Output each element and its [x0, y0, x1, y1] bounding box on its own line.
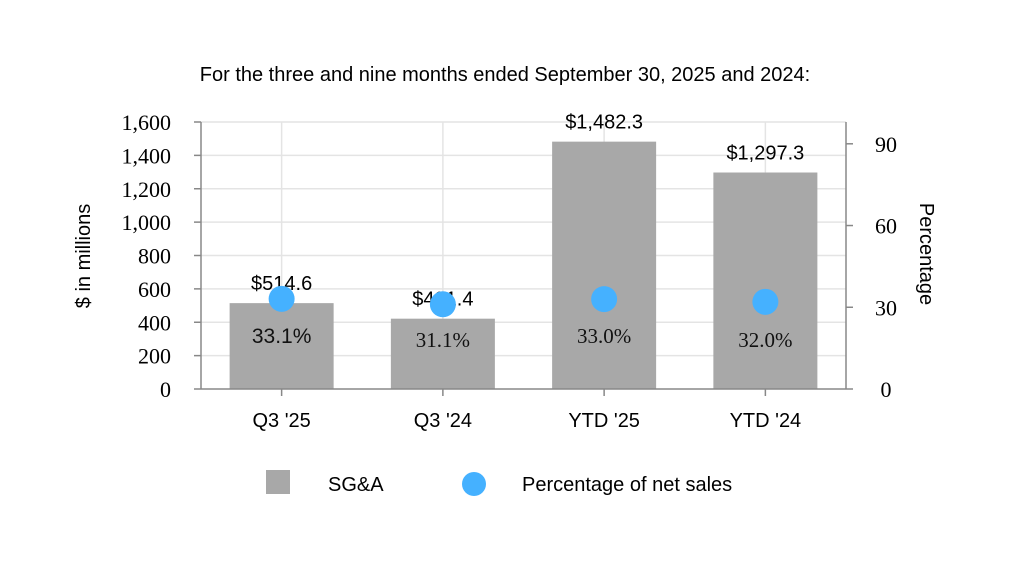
bar-2: [390, 318, 495, 389]
percentage-label: 33.1%: [252, 325, 312, 348]
legend: SG&A Percentage of net sales: [266, 470, 732, 496]
legend-swatch-sga: [266, 470, 290, 494]
percentage-label: 31.1%: [416, 328, 470, 352]
y-tick-label: 1,000: [122, 210, 172, 235]
y2-tick-label: 90: [875, 132, 897, 157]
x-tick-label: YTD '25: [568, 410, 640, 432]
percentage-label: 33.0%: [577, 324, 631, 348]
x-tick-label: YTD '24: [730, 410, 802, 432]
percentage-dot-2: [429, 291, 456, 318]
bar-1: [229, 303, 334, 389]
bar-series: [229, 141, 818, 389]
y2-tick-label: 30: [875, 295, 897, 320]
legend-swatch-percentage: [462, 472, 486, 496]
legend-label-sga: SG&A: [328, 474, 384, 496]
bar-4: [713, 172, 818, 389]
bar-value-label: $1,482.3: [565, 112, 643, 134]
chart-title: For the three and nine months ended Sept…: [200, 64, 810, 86]
y-tick-label: 400: [138, 310, 171, 335]
percentage-label: 32.0%: [738, 328, 792, 352]
y-tick-label: 1,600: [122, 110, 172, 135]
data-labels: $514.6$421.4$1,482.3$1,297.333.1%31.1%33…: [251, 112, 804, 352]
y-tick-label: 1,200: [122, 177, 172, 202]
bar-3: [552, 141, 657, 389]
percentage-dot-3: [591, 286, 618, 313]
y2-tick-label: 60: [875, 214, 897, 239]
y-tick-label: 1,400: [122, 143, 172, 168]
x-tick-label: Q3 '24: [414, 410, 472, 432]
y-tick-label: 800: [138, 244, 171, 269]
axes: 0 200 400 600 800 1,000 1,200 1,400 1,600 0 30 60 90…: [122, 110, 898, 432]
bar-value-label: $514.6: [251, 273, 312, 295]
y2-tick-label: 0: [881, 377, 892, 402]
percentage-dot-1: [268, 285, 295, 312]
legend-label-percentage: Percentage of net sales: [522, 474, 732, 496]
y-tick-label: 600: [138, 277, 171, 302]
y-axis-label: $ in millions: [73, 204, 95, 308]
percentage-dot-4: [752, 288, 779, 315]
x-tick-label: Q3 '25: [252, 410, 310, 432]
bar-value-label: $1,297.3: [726, 143, 804, 165]
y-tick-label: 0: [160, 377, 171, 402]
y-tick-label: 200: [138, 344, 171, 369]
dot-series: [268, 285, 779, 318]
y2-axis-label: Percentage: [915, 203, 937, 305]
